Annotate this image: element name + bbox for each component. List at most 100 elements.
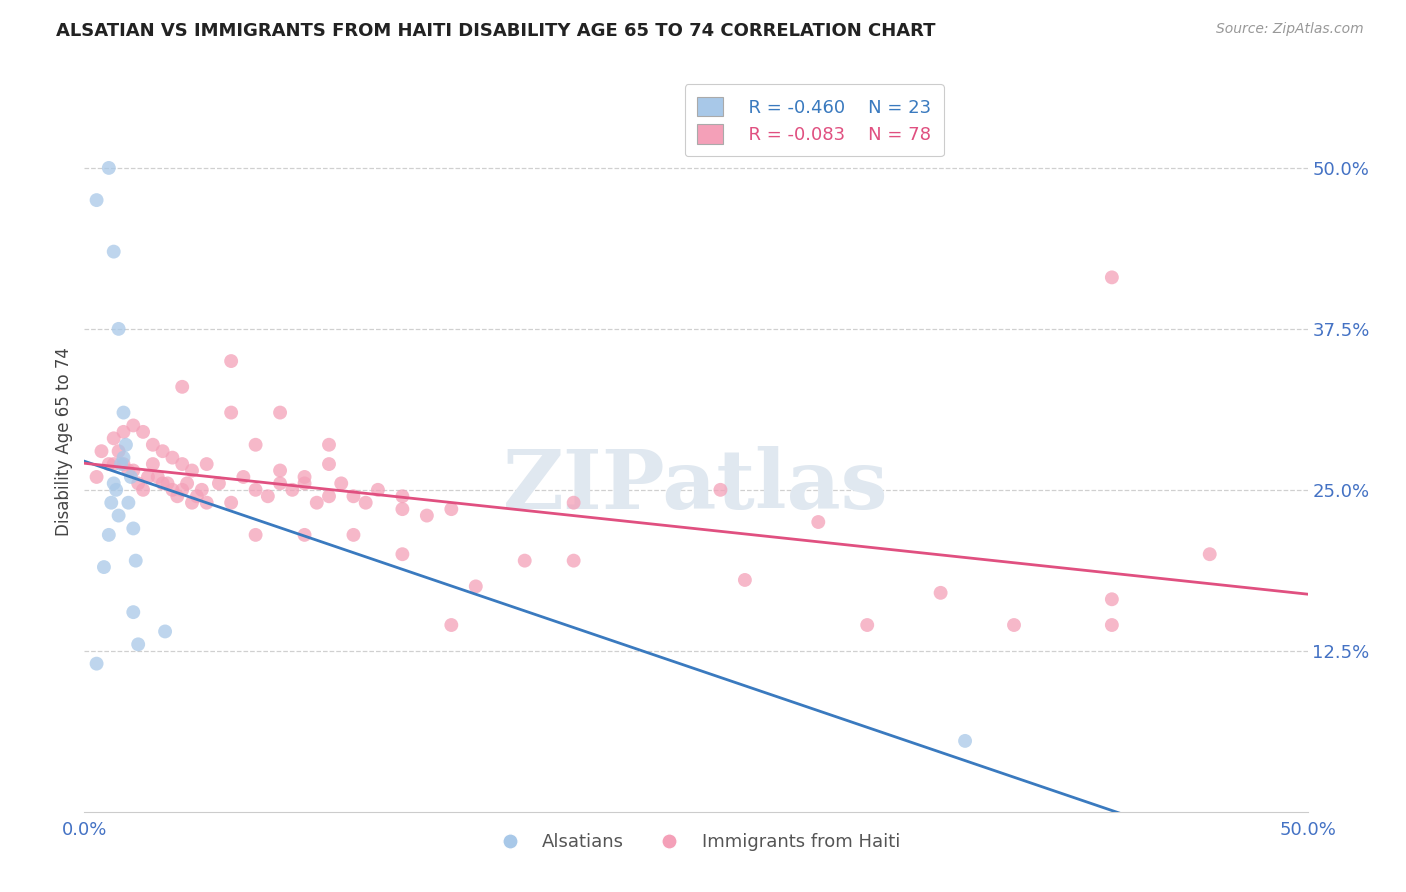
Point xyxy=(440,502,463,516)
Point xyxy=(305,496,328,510)
Point xyxy=(208,476,231,491)
Point xyxy=(97,457,120,471)
Point xyxy=(86,657,108,671)
Point xyxy=(156,476,179,491)
Point xyxy=(132,425,155,439)
Point xyxy=(125,554,148,568)
Point xyxy=(93,560,115,574)
Text: ALSATIAN VS IMMIGRANTS FROM HAITI DISABILITY AGE 65 TO 74 CORRELATION CHART: ALSATIAN VS IMMIGRANTS FROM HAITI DISABI… xyxy=(56,22,936,40)
Point xyxy=(107,508,129,523)
Point xyxy=(367,483,389,497)
Point xyxy=(153,624,176,639)
Point xyxy=(318,457,340,471)
Point xyxy=(391,547,413,561)
Point xyxy=(103,244,125,259)
Point xyxy=(117,463,139,477)
Point xyxy=(1101,618,1123,632)
Point xyxy=(1198,547,1220,561)
Point xyxy=(112,425,135,439)
Point xyxy=(90,444,112,458)
Point xyxy=(191,483,214,497)
Point xyxy=(318,438,340,452)
Point xyxy=(734,573,756,587)
Point xyxy=(162,483,184,497)
Point xyxy=(122,418,145,433)
Point xyxy=(122,463,145,477)
Point xyxy=(122,605,145,619)
Point xyxy=(176,476,198,491)
Point xyxy=(219,354,242,368)
Point xyxy=(166,489,188,503)
Point xyxy=(562,496,585,510)
Legend: Alsatians, Immigrants from Haiti: Alsatians, Immigrants from Haiti xyxy=(485,826,907,858)
Point xyxy=(929,586,952,600)
Point xyxy=(856,618,879,632)
Point xyxy=(146,470,169,484)
Point xyxy=(416,508,439,523)
Point xyxy=(245,483,267,497)
Point xyxy=(513,554,536,568)
Point xyxy=(103,476,125,491)
Point xyxy=(86,193,108,207)
Point xyxy=(294,476,316,491)
Point xyxy=(105,483,128,497)
Point xyxy=(195,496,218,510)
Point xyxy=(953,734,976,748)
Point xyxy=(269,476,291,491)
Point xyxy=(342,528,364,542)
Point xyxy=(112,406,135,420)
Point xyxy=(181,463,204,477)
Text: Source: ZipAtlas.com: Source: ZipAtlas.com xyxy=(1216,22,1364,37)
Point xyxy=(152,476,174,491)
Point xyxy=(1101,592,1123,607)
Point xyxy=(107,444,129,458)
Point xyxy=(1002,618,1025,632)
Point xyxy=(103,431,125,445)
Point xyxy=(245,438,267,452)
Point xyxy=(172,457,194,471)
Point xyxy=(464,579,486,593)
Point xyxy=(100,496,122,510)
Point xyxy=(142,438,165,452)
Point xyxy=(122,521,145,535)
Point xyxy=(318,489,340,503)
Point xyxy=(219,496,242,510)
Point xyxy=(257,489,280,503)
Point xyxy=(440,618,463,632)
Point xyxy=(391,489,413,503)
Point xyxy=(342,489,364,503)
Point xyxy=(120,470,142,484)
Point xyxy=(132,483,155,497)
Point xyxy=(97,161,120,175)
Point xyxy=(112,457,135,471)
Point xyxy=(127,476,149,491)
Point xyxy=(152,444,174,458)
Point xyxy=(294,528,316,542)
Point xyxy=(232,470,254,484)
Point xyxy=(354,496,377,510)
Point xyxy=(807,515,830,529)
Point xyxy=(391,502,413,516)
Point xyxy=(127,637,149,651)
Point xyxy=(110,457,132,471)
Point xyxy=(107,322,129,336)
Point xyxy=(172,483,194,497)
Point xyxy=(281,483,304,497)
Point xyxy=(219,406,242,420)
Point xyxy=(136,470,159,484)
Point xyxy=(181,496,204,510)
Text: ZIPatlas: ZIPatlas xyxy=(503,446,889,526)
Point xyxy=(562,554,585,568)
Point xyxy=(142,457,165,471)
Y-axis label: Disability Age 65 to 74: Disability Age 65 to 74 xyxy=(55,347,73,536)
Point xyxy=(186,489,208,503)
Point xyxy=(86,470,108,484)
Point xyxy=(269,406,291,420)
Point xyxy=(269,463,291,477)
Point xyxy=(103,457,125,471)
Point xyxy=(115,438,138,452)
Point xyxy=(1101,270,1123,285)
Point xyxy=(97,528,120,542)
Point xyxy=(162,450,184,465)
Point xyxy=(294,470,316,484)
